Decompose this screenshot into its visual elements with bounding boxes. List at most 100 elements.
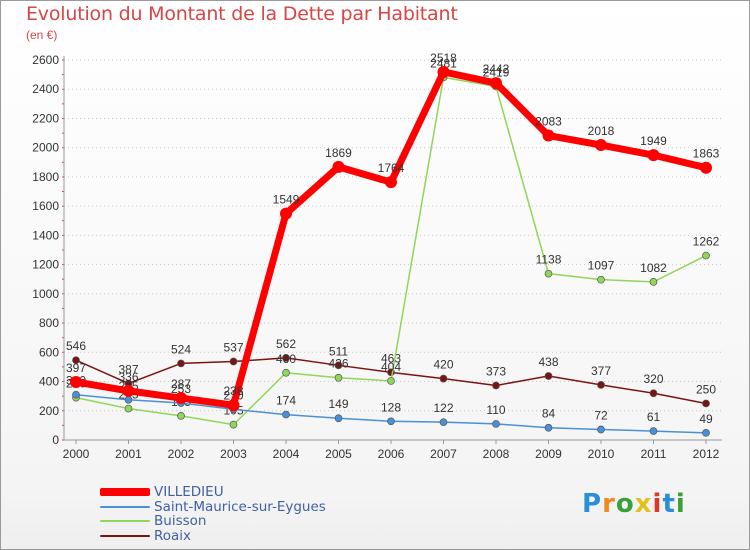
data-label: 287 — [171, 377, 191, 391]
y-tick-label: 400 — [39, 375, 59, 389]
data-label: 250 — [696, 382, 716, 396]
data-point — [282, 354, 290, 362]
data-label: 562 — [276, 337, 296, 351]
y-tick-label: 800 — [39, 316, 59, 330]
data-point — [385, 176, 397, 189]
data-label: 1262 — [693, 235, 720, 249]
data-label: 1082 — [640, 261, 667, 275]
data-label: 2083 — [535, 115, 562, 129]
y-tick-label: 2600 — [32, 53, 59, 67]
x-tick-label: 2006 — [378, 447, 405, 461]
legend-item: VILLEDIEU — [100, 484, 326, 501]
legend-item: Roaix — [100, 527, 326, 544]
data-label: 377 — [591, 364, 611, 378]
logo-letter: r — [602, 489, 616, 519]
y-tick-label: 2200 — [32, 111, 59, 125]
logo-letter: P — [582, 489, 603, 519]
data-label: 546 — [66, 339, 86, 353]
y-tick-label: 1200 — [32, 258, 59, 272]
data-point — [334, 361, 343, 370]
y-tick-label: 1000 — [32, 287, 59, 301]
series-villedieu: 397 336 287 238 1549 1869 1764 2518 2442 2083 2018… — [66, 51, 720, 412]
data-point — [70, 375, 82, 388]
data-label: 49 — [699, 412, 713, 426]
x-tick-label: 2012 — [693, 447, 720, 461]
legend-item: Buisson — [100, 513, 326, 530]
data-label: 2419 — [483, 65, 510, 79]
data-label: 253 — [171, 382, 191, 396]
data-point — [280, 207, 292, 220]
legend-label: Saint-Maurice-sur-Eygues — [154, 498, 326, 515]
data-label: 1097 — [588, 259, 615, 273]
logo-letter: i — [675, 489, 686, 519]
data-point — [597, 275, 605, 284]
data-point — [649, 278, 658, 286]
data-point — [439, 418, 448, 427]
data-point — [492, 381, 500, 390]
data-point — [387, 377, 395, 385]
legend-item: Saint-Maurice-sur-Eygues — [100, 498, 326, 515]
data-label: 149 — [328, 397, 348, 411]
data-label: 373 — [486, 364, 506, 378]
data-point — [700, 161, 712, 174]
data-label: 320 — [643, 372, 663, 386]
x-tick-label: 2005 — [325, 447, 352, 461]
data-label: 84 — [542, 407, 556, 421]
y-tick-label: 200 — [39, 404, 59, 418]
data-point — [492, 420, 500, 428]
data-point — [544, 423, 553, 432]
data-label: 426 — [328, 357, 348, 371]
data-point — [334, 373, 343, 382]
x-tick-label: 2000 — [63, 447, 90, 461]
legend-swatch — [100, 520, 150, 523]
data-label: 174 — [276, 394, 296, 408]
data-point — [649, 427, 658, 435]
data-label: 1138 — [536, 253, 562, 267]
y-tick-label: 600 — [39, 345, 59, 359]
data-label: 72 — [594, 408, 608, 422]
data-point — [387, 417, 395, 426]
legend-swatch — [100, 534, 150, 537]
data-point — [177, 412, 185, 420]
series-buisson: 2902151651054604264042481241911381097108… — [66, 56, 720, 429]
data-point — [437, 65, 450, 78]
data-label: 2481 — [430, 56, 457, 70]
data-point — [332, 160, 345, 173]
legend-label: Roaix — [154, 527, 192, 544]
data-point — [544, 269, 553, 278]
x-tick-label: 2009 — [535, 447, 562, 461]
data-point — [124, 404, 133, 413]
x-tick-label: 2002 — [168, 447, 195, 461]
x-tick-label: 2008 — [483, 447, 510, 461]
data-point — [542, 129, 555, 142]
data-point — [229, 420, 238, 429]
data-point — [595, 139, 607, 152]
legend-label: VILLEDIEU — [154, 484, 224, 501]
x-tick-label: 2001 — [115, 447, 142, 461]
data-point — [72, 390, 80, 399]
data-point — [282, 410, 290, 419]
data-label: 1863 — [693, 147, 720, 161]
data-point — [702, 399, 710, 408]
data-label: 438 — [538, 355, 558, 369]
data-point — [122, 384, 135, 397]
data-point — [229, 357, 238, 366]
x-tick-label: 2010 — [588, 447, 615, 461]
data-point — [439, 374, 448, 383]
data-point — [177, 359, 185, 368]
legend-label: Buisson — [154, 513, 207, 530]
logo-letter: o — [615, 489, 635, 519]
y-tick-label: 1400 — [32, 228, 59, 242]
legend: VILLEDIEU Saint-Maurice-sur-Eygues Buisson… — [100, 484, 326, 544]
data-point — [597, 381, 605, 389]
y-tick-label: 0 — [52, 433, 59, 447]
x-tick-label: 2004 — [273, 447, 300, 461]
data-point — [124, 395, 133, 404]
logo-letter: t — [662, 489, 676, 519]
proxiti-logo: Proxiti — [582, 489, 686, 519]
logo-letter: i — [652, 489, 663, 519]
data-point — [72, 356, 80, 365]
data-point — [175, 392, 187, 405]
data-point — [334, 414, 343, 423]
x-tick-label: 2007 — [430, 447, 457, 461]
